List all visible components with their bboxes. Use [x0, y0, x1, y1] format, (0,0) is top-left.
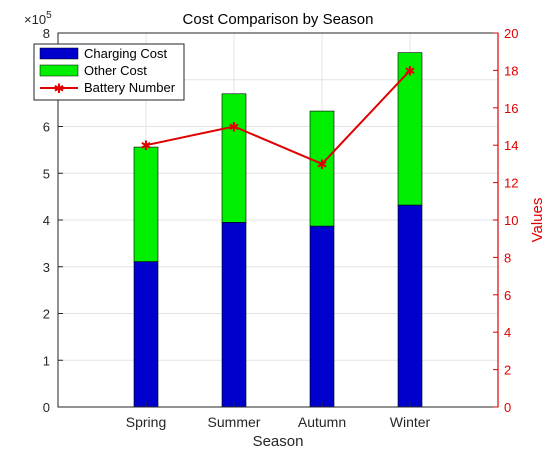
- left-tick-label: 3: [43, 260, 50, 275]
- line-layer: ✱ ✱ ✱ ✱: [141, 63, 416, 171]
- y-exponent-label: ×105: [24, 10, 52, 27]
- right-tick-label: 12: [504, 176, 518, 191]
- bar-charging-cost-summer: [221, 222, 247, 408]
- bar-charging-cost-autumn: [309, 225, 335, 408]
- left-tick-label: 0: [43, 400, 50, 415]
- x-axis-title: Season: [253, 433, 304, 450]
- point-battery-number-summer: ✱: [229, 120, 240, 135]
- left-tick-label: 4: [43, 213, 50, 228]
- chart-title: Cost Comparison by Season: [183, 11, 374, 28]
- point-battery-number-autumn: ✱: [317, 157, 328, 172]
- left-tick-label: 1: [43, 353, 50, 368]
- left-tick-label: 2: [43, 307, 50, 322]
- x-axis: Spring Summer Autumn Winter: [126, 402, 431, 430]
- bar-charging-cost-winter: [397, 204, 423, 408]
- bar-other-cost-spring: [133, 146, 159, 262]
- legend-swatch-other-cost: [39, 64, 79, 77]
- right-tick-label: 4: [504, 325, 511, 340]
- legend-swatch-charging-cost: [39, 47, 79, 60]
- bar-other-cost-autumn: [309, 110, 335, 227]
- y-exponent-power: 5: [46, 10, 52, 21]
- right-tick-label: 0: [504, 400, 511, 415]
- left-tick-label: 6: [43, 120, 50, 135]
- right-tick-label: 18: [504, 63, 518, 78]
- left-tick-label: 5: [43, 166, 50, 181]
- x-tick-label-winter: Winter: [390, 414, 431, 430]
- right-tick-label: 8: [504, 250, 511, 265]
- right-tick-label: 20: [504, 26, 518, 41]
- bar-other-cost-summer: [221, 93, 247, 223]
- x-tick-label-spring: Spring: [126, 414, 166, 430]
- point-battery-number-winter: ✱: [405, 63, 416, 78]
- legend-label-charging-cost: Charging Cost: [84, 46, 167, 61]
- line-battery-number: [145, 69, 411, 166]
- bar-charging-cost-spring: [133, 261, 159, 408]
- point-battery-number-spring: ✱: [141, 138, 152, 153]
- legend-marker-battery-number: ✱: [54, 81, 65, 96]
- right-tick-label: 6: [504, 288, 511, 303]
- x-tick-label-autumn: Autumn: [298, 414, 346, 430]
- legend-label-other-cost: Other Cost: [84, 63, 147, 78]
- left-tick-label: 8: [43, 26, 50, 41]
- right-axis: 0 2 4 6 8 10 12 14 16 18 20: [493, 26, 518, 415]
- x-tick-label-summer: Summer: [208, 414, 261, 430]
- legend-label-battery-number: Battery Number: [84, 80, 176, 95]
- bar-layer: [133, 52, 423, 408]
- right-tick-label: 14: [504, 138, 518, 153]
- legend: Charging Cost Other Cost ✱ Battery Numbe…: [33, 43, 185, 101]
- right-tick-label: 10: [504, 213, 518, 228]
- y-exponent-base: ×10: [24, 12, 46, 27]
- right-tick-label: 16: [504, 101, 518, 116]
- right-tick-label: 2: [504, 363, 511, 378]
- right-axis-title: Values: [529, 198, 546, 243]
